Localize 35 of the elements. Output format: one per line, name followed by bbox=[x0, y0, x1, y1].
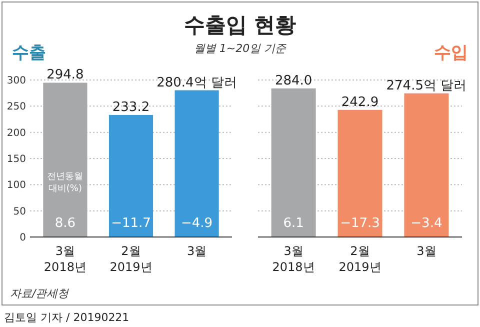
text: 자료/관세청 bbox=[10, 287, 70, 300]
bar bbox=[174, 90, 219, 237]
x-tick-label: 3월 bbox=[416, 244, 436, 258]
x-tick-label: 3월 2018년 bbox=[44, 244, 86, 274]
data-label: 294.8 bbox=[46, 68, 84, 83]
annotation: 전년동월 대비(%) bbox=[47, 172, 84, 194]
annotation: 6.1 bbox=[283, 216, 304, 231]
annotation: −3.4 bbox=[410, 216, 442, 231]
x-tick-label: 2월 2019년 bbox=[338, 244, 382, 274]
annotation: −17.3 bbox=[340, 216, 380, 231]
data-label: 280.4억 달러 bbox=[156, 75, 237, 90]
y-tick-label: 0 bbox=[20, 232, 26, 244]
x-tick-label: 3월 2018년 bbox=[272, 244, 315, 274]
data-label: 242.9 bbox=[341, 94, 379, 110]
text: 월별 1~20일 기준 bbox=[194, 42, 288, 55]
text: 수출입 현황 bbox=[184, 13, 296, 37]
annotation: −11.7 bbox=[111, 216, 151, 231]
bar bbox=[108, 114, 154, 237]
x-tick-label: 3월 bbox=[186, 244, 207, 258]
y-tick-label: 150 bbox=[6, 154, 26, 165]
data-label: 233.2 bbox=[112, 100, 150, 115]
chart-title: 수출 bbox=[12, 43, 46, 63]
y-tick-label: 250 bbox=[6, 102, 26, 113]
y-tick-label: 300 bbox=[6, 76, 26, 86]
text: 김토일 기자 / 20190221 bbox=[4, 311, 130, 324]
annotation: 8.6 bbox=[54, 216, 76, 231]
data-label: 284.0 bbox=[274, 73, 312, 88]
data-label: 274.5억 달러 bbox=[386, 78, 467, 94]
chart-title: 수입 bbox=[434, 43, 468, 63]
bar bbox=[43, 82, 88, 237]
y-tick-label: 50 bbox=[13, 206, 26, 218]
y-tick-label: 100 bbox=[6, 180, 26, 192]
x-tick-label: 2월 2019년 bbox=[110, 244, 152, 274]
y-tick-label: 200 bbox=[6, 128, 26, 139]
annotation: −4.9 bbox=[181, 216, 213, 231]
